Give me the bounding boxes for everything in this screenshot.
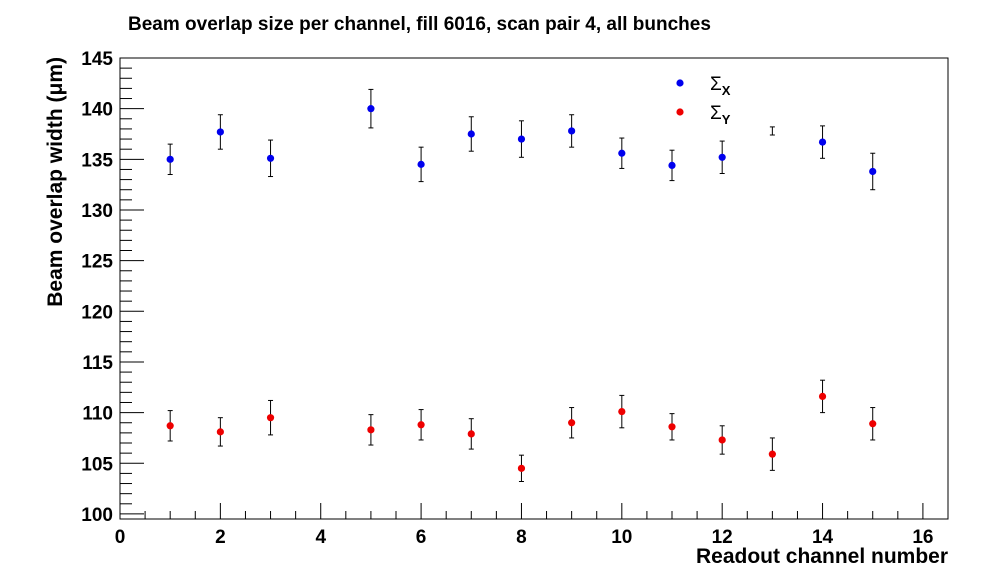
x-tick-label: 10: [611, 527, 632, 548]
data-point: [216, 128, 224, 136]
legend-marker: [676, 108, 684, 116]
data-point: [568, 127, 576, 135]
x-tick-label: 2: [215, 527, 226, 548]
data-point: [166, 422, 174, 430]
data-point: [818, 392, 827, 401]
x-tick-label: 0: [115, 527, 126, 548]
data-point: [718, 153, 726, 161]
data-point: [266, 154, 275, 162]
plot-border: [119, 57, 949, 520]
data-point: [166, 155, 174, 163]
x-axis-label: Readout channel number: [696, 545, 948, 568]
data-point: [367, 105, 375, 113]
data-point: [367, 426, 375, 434]
x-tick-label: 12: [712, 527, 733, 548]
chart-title: Beam overlap size per channel, fill 6016…: [128, 14, 711, 35]
y-tick-label: 135: [81, 150, 113, 171]
data-point: [869, 167, 877, 176]
data-point: [618, 149, 626, 157]
y-tick-label: 145: [81, 49, 113, 70]
data-point: [216, 428, 224, 436]
data-point: [818, 138, 827, 146]
data-point: [618, 408, 626, 416]
y-tick-label: 115: [82, 353, 113, 374]
data-point: [869, 420, 877, 428]
y-tick-label: 120: [81, 302, 113, 323]
x-tick-label: 4: [315, 527, 326, 548]
legend-label: ΣY: [710, 103, 731, 127]
data-point: [768, 450, 776, 458]
x-tick-label: 8: [516, 527, 527, 548]
y-tick-label: 110: [82, 404, 113, 425]
axis-ticks: 0 2 4 6 8 10 12 14 16 100 105 110 115 120 125 130 135 140…: [81, 49, 933, 548]
legend: ΣX ΣY: [676, 74, 731, 127]
data-point: [467, 430, 475, 438]
x-tick-label: 16: [912, 527, 933, 548]
y-tick-label: 100: [81, 505, 113, 526]
y-tick-label: 130: [81, 201, 113, 222]
data-point: [668, 161, 676, 169]
y-axis-label: Beam overlap width (μm): [44, 57, 67, 307]
x-tick-label: 6: [416, 527, 427, 548]
data-point: [266, 414, 275, 422]
series-x: [166, 88, 877, 191]
data-point: [417, 421, 425, 429]
data-point: [718, 436, 726, 444]
data-point: [568, 419, 576, 427]
legend-marker: [676, 79, 684, 87]
data-point: [517, 135, 526, 143]
legend-label: ΣX: [710, 74, 731, 98]
y-tick-label: 105: [81, 454, 113, 475]
series-y: [166, 379, 877, 483]
data-point: [517, 464, 526, 472]
y-tick-label: 140: [81, 100, 113, 121]
data-points: [166, 88, 877, 483]
data-point: [417, 160, 425, 168]
x-tick-label: 14: [812, 527, 834, 548]
y-tick-label: 125: [81, 252, 113, 273]
plot-frame: [119, 57, 949, 520]
data-point: [668, 423, 676, 431]
data-point: [467, 130, 475, 138]
